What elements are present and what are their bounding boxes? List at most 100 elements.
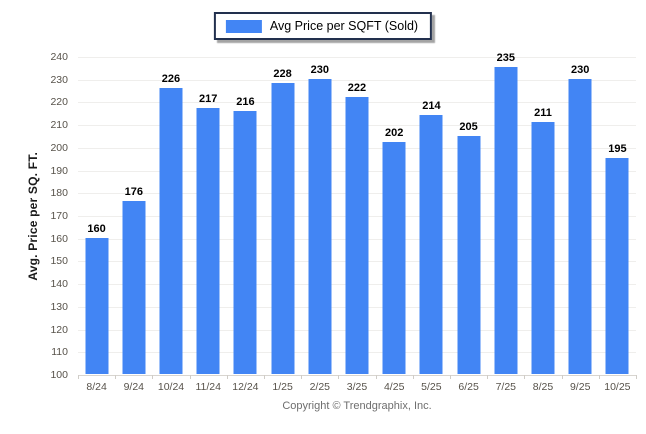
x-tick-label-11/24: 11/24 xyxy=(195,381,221,393)
bar-2/25 xyxy=(308,78,332,374)
gridline-100 xyxy=(78,375,636,376)
bar-9/25 xyxy=(568,78,592,374)
x-tick-label-5/25: 5/25 xyxy=(421,381,442,393)
gridline-240 xyxy=(78,57,636,58)
x-axis-boundary-tick xyxy=(301,375,303,379)
bar-column-6/25: 205 xyxy=(450,57,487,375)
y-tick-label-110: 110 xyxy=(51,346,68,359)
x-axis-boundary-tick xyxy=(264,375,265,379)
bar-column-10/24: 226 xyxy=(152,57,189,375)
x-axis-boundary-tick xyxy=(412,375,414,379)
bar-value-label-10/24: 226 xyxy=(161,72,181,85)
bar-value-label-1/25: 228 xyxy=(273,68,292,81)
y-tick-label-190: 190 xyxy=(50,164,68,177)
x-axis-boundary-tick xyxy=(450,375,451,379)
bar-column-9/24: 176 xyxy=(115,57,152,375)
copyright-footer: Copyright © Trendgraphix, Inc. xyxy=(282,400,432,412)
y-tick-label-150: 150 xyxy=(50,255,68,268)
plot-area: 160 176 226 217 216 228 230 222 202 214 205 235 211 2… xyxy=(78,52,637,379)
bar-column-10/25: 195 xyxy=(599,57,636,375)
bar-value-label-10/25: 195 xyxy=(608,143,627,156)
bar-value-label-8/25: 211 xyxy=(534,106,552,119)
x-tick-label-10/24: 10/24 xyxy=(157,381,185,393)
y-tick-label-200: 200 xyxy=(50,141,68,154)
y-tick-label-220: 220 xyxy=(50,96,68,109)
x-tick-label-1/25: 1/25 xyxy=(272,381,293,393)
bar-column-7/25: 235 xyxy=(487,52,524,375)
x-tick-label-10/25: 10/25 xyxy=(604,381,631,393)
x-axis-boundary-tick xyxy=(636,375,637,379)
bar-value-label-12/24: 216 xyxy=(236,95,255,108)
x-tick-label-8/24: 8/24 xyxy=(86,381,107,393)
bar-9/24 xyxy=(122,201,146,374)
y-tick-label-210: 210 xyxy=(50,119,68,132)
y-tick-label-140: 140 xyxy=(50,278,68,291)
bar-12/24 xyxy=(233,110,257,374)
bar-value-label-9/25: 230 xyxy=(571,63,590,76)
y-tick-label-170: 170 xyxy=(50,210,68,222)
gridline-230 xyxy=(78,79,636,81)
bar-7/25 xyxy=(494,67,518,374)
x-tick-label-4/25: 4/25 xyxy=(383,381,405,393)
bar-value-label-7/25: 235 xyxy=(496,52,515,65)
x-tick-label-9/25: 9/25 xyxy=(569,381,591,393)
x-axis-boundary-tick xyxy=(226,375,228,379)
bar-column-12/24: 216 xyxy=(227,57,264,375)
bar-value-label-3/25: 222 xyxy=(347,81,367,94)
bar-value-label-11/24: 217 xyxy=(199,93,218,106)
x-tick-label-6/25: 6/25 xyxy=(458,381,479,393)
bar-column-9/25: 230 xyxy=(562,57,599,375)
bar-3/25 xyxy=(345,96,369,374)
bar-value-label-6/25: 205 xyxy=(459,120,478,133)
bar-column-11/24: 217 xyxy=(190,57,227,375)
x-axis-boundary-tick xyxy=(487,375,489,379)
y-tick-label-100: 100 xyxy=(50,369,68,381)
legend-label: Avg Price per SQFT (Sold) xyxy=(269,19,419,33)
y-tick-label-230: 230 xyxy=(50,73,68,86)
chart-legend: Avg Price per SQFT (Sold) xyxy=(213,12,433,40)
x-axis-boundary-tick xyxy=(338,375,340,379)
y-tick-label-240: 240 xyxy=(50,51,68,63)
bar-column-1/25: 228 xyxy=(264,57,301,375)
bar-column-2/25: 230 xyxy=(301,57,338,375)
bar-column-4/25: 202 xyxy=(376,57,413,375)
bar-value-label-8/24: 160 xyxy=(87,222,106,235)
y-tick-label-120: 120 xyxy=(50,323,68,336)
bar-column-8/25: 211 xyxy=(524,57,561,375)
bar-value-label-5/25: 214 xyxy=(422,100,441,113)
x-tick-label-3/25: 3/25 xyxy=(346,381,368,393)
x-axis-boundary-tick xyxy=(189,375,191,379)
x-tick-label-8/25: 8/25 xyxy=(532,381,554,393)
x-axis-boundary-tick xyxy=(152,375,154,379)
bar-value-label-9/24: 176 xyxy=(124,186,143,199)
x-tick-label-7/25: 7/25 xyxy=(495,381,517,393)
bar-column-3/25: 222 xyxy=(338,57,375,375)
bar-column-5/25: 214 xyxy=(413,57,450,375)
bar-1/25 xyxy=(271,83,295,374)
x-tick-label-2/25: 2/25 xyxy=(309,381,331,393)
x-axis-tick-labels: 8/24 9/24 10/24 11/24 12/24 1/25 2/25 3/25 4/25 5… xyxy=(78,381,636,395)
x-axis-boundary-tick xyxy=(78,375,79,379)
x-axis-boundary-tick xyxy=(375,375,377,379)
bar-value-label-4/25: 202 xyxy=(385,127,404,140)
bar-5/25 xyxy=(419,115,443,374)
x-axis-boundary-tick xyxy=(524,375,526,379)
y-tick-label-160: 160 xyxy=(50,232,68,245)
bar-8/25 xyxy=(531,121,555,374)
bar-4/25 xyxy=(382,142,406,374)
legend-swatch-icon xyxy=(225,19,262,33)
x-tick-label-9/24: 9/24 xyxy=(123,381,145,393)
x-axis-boundary-tick xyxy=(598,375,600,379)
bar-10/25 xyxy=(605,158,629,374)
bar-8/24 xyxy=(85,237,109,374)
x-tick-label-12/24: 12/24 xyxy=(232,381,259,393)
bar-value-label-2/25: 230 xyxy=(310,63,329,76)
y-tick-label-180: 180 xyxy=(50,187,68,200)
bar-6/25 xyxy=(457,135,481,374)
bar-column-8/24: 160 xyxy=(78,57,115,375)
bar-10/24 xyxy=(159,87,183,374)
y-axis-tick-labels: 100 110 120 130 140 150 160 170 180 190 200 210 220 2… xyxy=(0,51,72,381)
y-tick-label-130: 130 xyxy=(50,300,68,313)
x-axis-boundary-tick xyxy=(561,375,563,379)
